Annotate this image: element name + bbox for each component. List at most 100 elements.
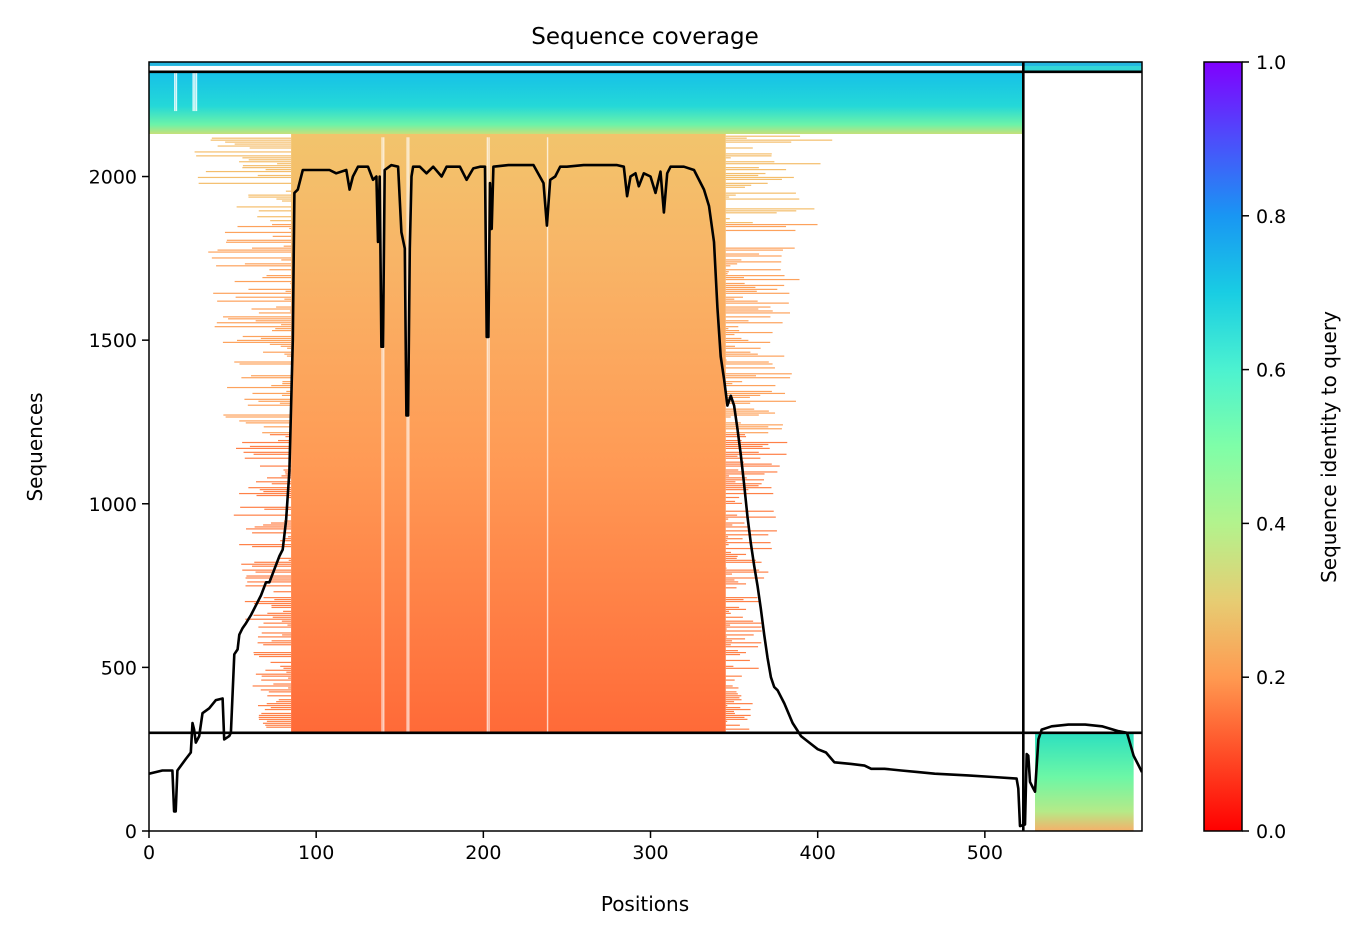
coverage-line-segment — [725, 514, 738, 516]
coverage-line-segment — [725, 361, 769, 363]
coverage-line-segment — [725, 328, 729, 330]
coverage-line-segment — [282, 381, 292, 383]
coverage-line-segment — [725, 428, 782, 430]
coverage-line-segment — [271, 604, 292, 607]
coverage-line-segment — [725, 439, 742, 442]
y-tick-label: 500 — [101, 657, 137, 679]
coverage-line-segment — [261, 712, 292, 715]
coverage-line-segment — [725, 157, 731, 159]
coverage-line-segment — [283, 520, 292, 522]
msa-section-chain2 — [1035, 732, 1134, 831]
coverage-line-segment — [725, 695, 742, 697]
coverage-line-segment — [725, 259, 742, 261]
coverage-line-segment — [242, 165, 292, 167]
coverage-line-segment — [259, 655, 292, 658]
coverage-line-segment — [725, 573, 732, 575]
coverage-line-segment — [234, 361, 292, 363]
coverage-line-segment — [725, 461, 744, 463]
colorbar-ticks: 0.0 0.2 0.4 0.6 0.8 1.0 — [1242, 52, 1286, 843]
coverage-line-segment — [725, 650, 738, 652]
coverage-line-segment — [725, 269, 781, 271]
coverage-line-segment — [288, 536, 292, 538]
colorbar-tick-label: 0.2 — [1256, 667, 1286, 689]
coverage-line-segment — [263, 426, 292, 428]
coverage-line-segment — [725, 192, 796, 194]
coverage-line-segment — [258, 210, 292, 212]
coverage-line-segment — [725, 402, 751, 404]
coverage-line-segment — [725, 408, 755, 410]
coverage-line-segment — [254, 526, 292, 528]
coverage-line-segment — [725, 626, 762, 628]
coverage-line-segment — [271, 579, 292, 581]
coverage-line-segment — [194, 151, 292, 153]
gap-streak — [174, 68, 176, 112]
coverage-line-segment — [725, 383, 733, 385]
coverage-line-segment — [725, 271, 729, 273]
coverage-line-segment — [276, 306, 292, 308]
coverage-line-segment — [725, 286, 756, 289]
coverage-line-segment — [725, 510, 774, 512]
coverage-line-segment — [205, 170, 292, 173]
coverage-line-segment — [725, 600, 761, 603]
coverage-line-segment — [725, 699, 742, 701]
x-tick-label: 0 — [143, 842, 155, 864]
coverage-line-segment — [274, 598, 292, 601]
coverage-line — [149, 163, 1142, 828]
coverage-line-segment — [725, 720, 728, 722]
coverage-line-segment — [725, 577, 765, 579]
coverage-line-segment — [228, 318, 292, 320]
coverage-line-segment — [725, 636, 727, 638]
coverage-line-segment — [224, 231, 292, 234]
coverage-line-segment — [725, 333, 735, 336]
coverage-line-segment — [236, 447, 292, 450]
coverage-line-segment — [725, 630, 762, 632]
coverage-line-segment — [241, 377, 292, 379]
coverage-line-segment — [725, 445, 763, 448]
coverage-line-segment — [725, 163, 821, 165]
coverage-line-segment — [725, 691, 737, 693]
coverage-line-segment — [725, 561, 762, 563]
coverage-line-segment — [245, 618, 292, 620]
coverage-line-segment — [271, 384, 292, 387]
coverage-line-segment — [273, 591, 292, 593]
coverage-line-segment — [239, 363, 292, 365]
coverage-line-segment — [725, 612, 731, 614]
coverage-line-segment — [725, 534, 769, 536]
coverage-line-segment — [725, 653, 741, 656]
coverage-line-segment — [725, 724, 740, 726]
coverage-line-segment — [725, 253, 760, 255]
coverage-line-segment — [725, 416, 731, 418]
colorbar-tick-label: 1.0 — [1256, 52, 1286, 74]
coverage-line-segment — [269, 269, 292, 271]
coverage-line-segment — [271, 640, 292, 642]
coverage-line-segment — [267, 612, 292, 614]
coverage-line-segment — [244, 457, 292, 459]
coverage-line-segment — [725, 255, 782, 257]
coverage-line-segment — [277, 557, 292, 559]
coverage-line-segment — [276, 198, 292, 200]
coverage-line-segment — [270, 522, 292, 524]
x-tick-label: 100 — [298, 842, 334, 864]
y-tick-label: 1000 — [89, 494, 137, 516]
coverage-line-segment — [263, 597, 292, 599]
coverage-line-segment — [725, 441, 788, 444]
coverage-line-segment — [263, 351, 292, 353]
coverage-line-segment — [725, 351, 751, 353]
coverage-line-segment — [266, 726, 292, 728]
coverage-line-segment — [725, 583, 747, 585]
coverage-line-segment — [725, 644, 731, 646]
coverage-line-segment — [280, 665, 292, 667]
coverage-line-segment — [287, 347, 292, 349]
coverage-line-segment — [725, 367, 775, 369]
coverage-line-segment — [725, 396, 750, 398]
coverage-line-segment — [241, 563, 292, 565]
coverage-line-segment — [251, 375, 292, 377]
coverage-line-segment — [197, 176, 292, 179]
coverage-line-segment — [725, 701, 735, 703]
coverage-line-segment — [725, 161, 775, 163]
coverage-line-segment — [725, 432, 769, 434]
coverage-line-segment — [725, 139, 833, 141]
coverage-line-segment — [725, 326, 739, 328]
coverage-line-segment — [725, 500, 736, 503]
coverage-line-segment — [725, 608, 747, 611]
